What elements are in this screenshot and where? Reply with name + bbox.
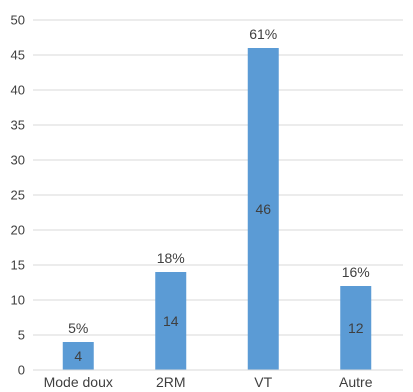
y-tick-label: 30 bbox=[11, 153, 25, 168]
bar-percent-label: 18% bbox=[157, 250, 185, 266]
bar bbox=[247, 48, 279, 370]
x-axis-categories: Mode doux 2RM VT Autre bbox=[44, 374, 373, 390]
y-tick-label: 50 bbox=[11, 13, 25, 28]
y-tick-label: 15 bbox=[11, 258, 25, 273]
bar-value-label: 14 bbox=[163, 313, 179, 329]
x-category-label: 2RM bbox=[156, 374, 186, 390]
y-tick-label: 5 bbox=[18, 328, 25, 343]
y-tick-label: 45 bbox=[11, 48, 25, 63]
y-tick-label: 20 bbox=[11, 223, 25, 238]
bar bbox=[340, 286, 372, 370]
bar-value-label: 4 bbox=[74, 348, 82, 364]
bar bbox=[155, 272, 187, 370]
bar-value-label: 46 bbox=[255, 201, 271, 217]
bar-value-label: 12 bbox=[348, 320, 364, 336]
bar-percent-label: 5% bbox=[68, 320, 88, 336]
x-category-label: VT bbox=[254, 374, 272, 390]
y-tick-label: 10 bbox=[11, 293, 25, 308]
bar-percent-label: 16% bbox=[342, 264, 370, 280]
gridlines bbox=[33, 19, 403, 336]
data-labels: 4 5% 14 18% 46 61% 12 16% bbox=[68, 26, 370, 364]
y-axis-ticks: 0 5 10 15 20 25 30 35 40 45 50 bbox=[11, 13, 25, 378]
bar bbox=[62, 342, 94, 370]
y-tick-label: 35 bbox=[11, 118, 25, 133]
y-tick-label: 25 bbox=[11, 188, 25, 203]
bar-percent-label: 61% bbox=[249, 26, 277, 42]
y-tick-label: 40 bbox=[11, 83, 25, 98]
x-category-label: Mode doux bbox=[44, 374, 113, 390]
x-category-label: Autre bbox=[339, 374, 373, 390]
y-tick-label: 0 bbox=[18, 363, 25, 378]
bars bbox=[62, 48, 372, 370]
